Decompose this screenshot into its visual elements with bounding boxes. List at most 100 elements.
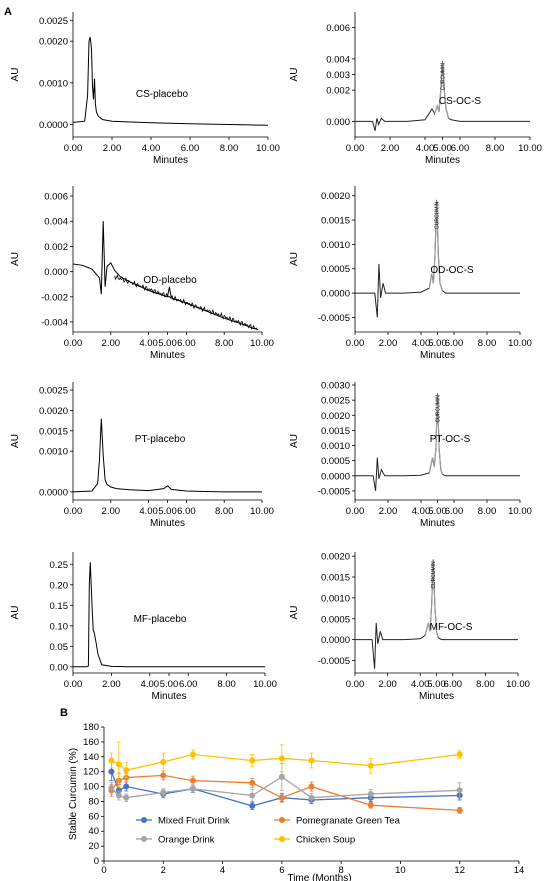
x-axis-title: Minutes bbox=[420, 518, 455, 529]
y-tick-label: 0.0000 bbox=[321, 289, 350, 300]
y-tick-label: 0.0010 bbox=[321, 240, 350, 251]
y-axis-title: AU bbox=[289, 434, 300, 448]
x-tick-label: 5.00 bbox=[427, 679, 446, 690]
data-point bbox=[308, 757, 315, 764]
y-axis-title: AU bbox=[10, 68, 21, 82]
x-tick-label: 6 bbox=[279, 865, 284, 876]
peak-label: CURCUMIN bbox=[431, 561, 437, 589]
x-tick-label: 0.00 bbox=[346, 679, 365, 690]
x-tick-label: 10.00 bbox=[508, 506, 532, 517]
panel-title: CS-placebo bbox=[136, 89, 189, 100]
x-tick-label: 2.00 bbox=[103, 143, 122, 154]
x-axis-title: Minutes bbox=[151, 691, 186, 702]
x-tick-label: 5.00 bbox=[428, 506, 447, 517]
panel-title: OD-placebo bbox=[143, 275, 197, 286]
y-tick-label: 0.0005 bbox=[321, 614, 350, 625]
y-tick-label: 0.25 bbox=[50, 560, 69, 571]
data-point bbox=[456, 787, 463, 794]
y-axis-title: AU bbox=[10, 434, 21, 448]
data-point bbox=[123, 783, 130, 790]
y-tick-label: 0.0020 bbox=[321, 552, 350, 563]
x-tick-label: 6.00 bbox=[451, 143, 470, 154]
data-point bbox=[123, 767, 130, 774]
x-tick-label: 2.00 bbox=[102, 679, 121, 690]
y-tick-label: 60 bbox=[88, 811, 99, 822]
chromatogram-cs-oc-s: 0.00 2.00 4.00 5.00 6.00 8.00 10.00 0.000 0.002 0… bbox=[289, 12, 542, 166]
data-point bbox=[367, 791, 374, 797]
x-tick-label: 2.00 bbox=[102, 338, 121, 349]
data-point bbox=[108, 768, 115, 775]
y-tick-label: 0.0030 bbox=[321, 381, 350, 392]
chromatogram-cs-placebo: 0.00 2.00 4.00 6.00 8.00 10.00 0.0000 0.0010 0.0… bbox=[10, 12, 280, 166]
x-tick-label: 0.00 bbox=[346, 338, 365, 349]
trace-line bbox=[72, 36, 269, 126]
panel-b-letter: B bbox=[60, 707, 68, 719]
x-axis-title: Time (Months) bbox=[287, 873, 351, 881]
data-point bbox=[308, 794, 315, 801]
data-point bbox=[160, 758, 167, 765]
y-tick-label: 0.0010 bbox=[321, 593, 350, 604]
series-mixed-fruit-drink bbox=[108, 762, 463, 811]
y-tick-label: 0.000 bbox=[44, 267, 68, 278]
chromatogram-od-placebo: 0.00 2.00 4.00 5.00 6.00 8.00 10.00 -0.004 -0.00… bbox=[10, 186, 274, 361]
y-tick-label: 0.0015 bbox=[321, 216, 350, 227]
x-axis-title: Minutes bbox=[153, 155, 188, 166]
y-tick-label: -0.004 bbox=[41, 317, 68, 328]
panel-title: MF-placebo bbox=[134, 614, 187, 625]
chromatogram-pt-oc-s: 0.00 2.00 4.005.006.00 8.00 10.00 -0.0005 0.00… bbox=[289, 381, 532, 529]
y-tick-label: 0.0000 bbox=[321, 635, 350, 646]
y-tick-label: -0.002 bbox=[41, 292, 68, 303]
chromatogram-mf-placebo: 0.00 2.00 4.00 5.00 6.00 8.00 10.00 0.00 0.05 0.1… bbox=[10, 552, 277, 702]
series-orange-drink bbox=[108, 763, 463, 803]
peak-highlight bbox=[424, 560, 439, 638]
data-point bbox=[249, 757, 256, 764]
y-tick-label: -0.0005 bbox=[318, 486, 350, 497]
y-tick-label: 20 bbox=[88, 841, 99, 852]
x-tick-label: 8 bbox=[338, 865, 343, 876]
x-tick-label: 4.00 bbox=[412, 506, 431, 517]
x-tick-label: 10.00 bbox=[250, 506, 274, 517]
data-point bbox=[249, 779, 256, 786]
y-axis-title: Stable Curcumin (%) bbox=[68, 748, 79, 840]
x-tick-label: 4.00 bbox=[139, 506, 158, 517]
x-tick-label: 0.00 bbox=[64, 143, 83, 154]
x-tick-label: 8.00 bbox=[476, 679, 495, 690]
x-tick-label: 6.00 bbox=[179, 679, 198, 690]
chromatogram-mf-oc-s: 0.00 2.00 4.005.006.00 8.00 10.00 -0.0005 0.00… bbox=[289, 552, 530, 702]
x-tick-label: 10.00 bbox=[506, 679, 530, 690]
y-tick-label: 0.000 bbox=[326, 117, 350, 128]
x-tick-label: 4.00 bbox=[412, 338, 431, 349]
x-tick-label: 10.00 bbox=[256, 143, 280, 154]
data-point bbox=[456, 751, 463, 758]
x-tick-label: 4.00 bbox=[411, 679, 430, 690]
data-point bbox=[160, 772, 167, 779]
y-tick-label: 0.0005 bbox=[321, 456, 350, 467]
trace-line bbox=[73, 562, 265, 668]
x-tick-label: 5.00 bbox=[158, 338, 177, 349]
x-tick-label: 0.00 bbox=[346, 143, 365, 154]
stability-chart: 0 2 4 6 8 10 12 14020406080100120140160180Time … bbox=[68, 722, 524, 881]
legend: Mixed Fruit Drink Pomegranate Green Tea Or… bbox=[136, 816, 401, 846]
x-tick-label: 5.00 bbox=[158, 506, 177, 517]
y-tick-label: 100 bbox=[83, 782, 99, 793]
data-point bbox=[160, 789, 167, 796]
peak-label: CURCUMIN bbox=[441, 63, 447, 91]
y-tick-label: 0.10 bbox=[50, 621, 69, 632]
y-tick-label: 0.0010 bbox=[39, 78, 68, 89]
y-tick-label: 0.15 bbox=[50, 601, 69, 612]
x-tick-label: 4.00 bbox=[416, 143, 435, 154]
y-tick-label: 80 bbox=[88, 796, 99, 807]
legend-label: Orange Drink bbox=[158, 835, 215, 846]
y-tick-label: 0.0020 bbox=[321, 411, 350, 422]
y-tick-label: 0.006 bbox=[44, 192, 68, 203]
data-point bbox=[278, 794, 285, 801]
y-tick-label: 0.004 bbox=[44, 217, 68, 228]
legend-marker bbox=[279, 836, 285, 842]
y-tick-label: -0.0005 bbox=[318, 313, 350, 324]
y-axis-title: AU bbox=[289, 606, 300, 620]
x-axis-title: Minutes bbox=[150, 350, 185, 361]
x-tick-label: 6.00 bbox=[445, 338, 464, 349]
y-tick-label: 0.0015 bbox=[39, 426, 68, 437]
y-tick-label: 0.0015 bbox=[321, 426, 350, 437]
y-tick-label: 0.0020 bbox=[321, 191, 350, 202]
